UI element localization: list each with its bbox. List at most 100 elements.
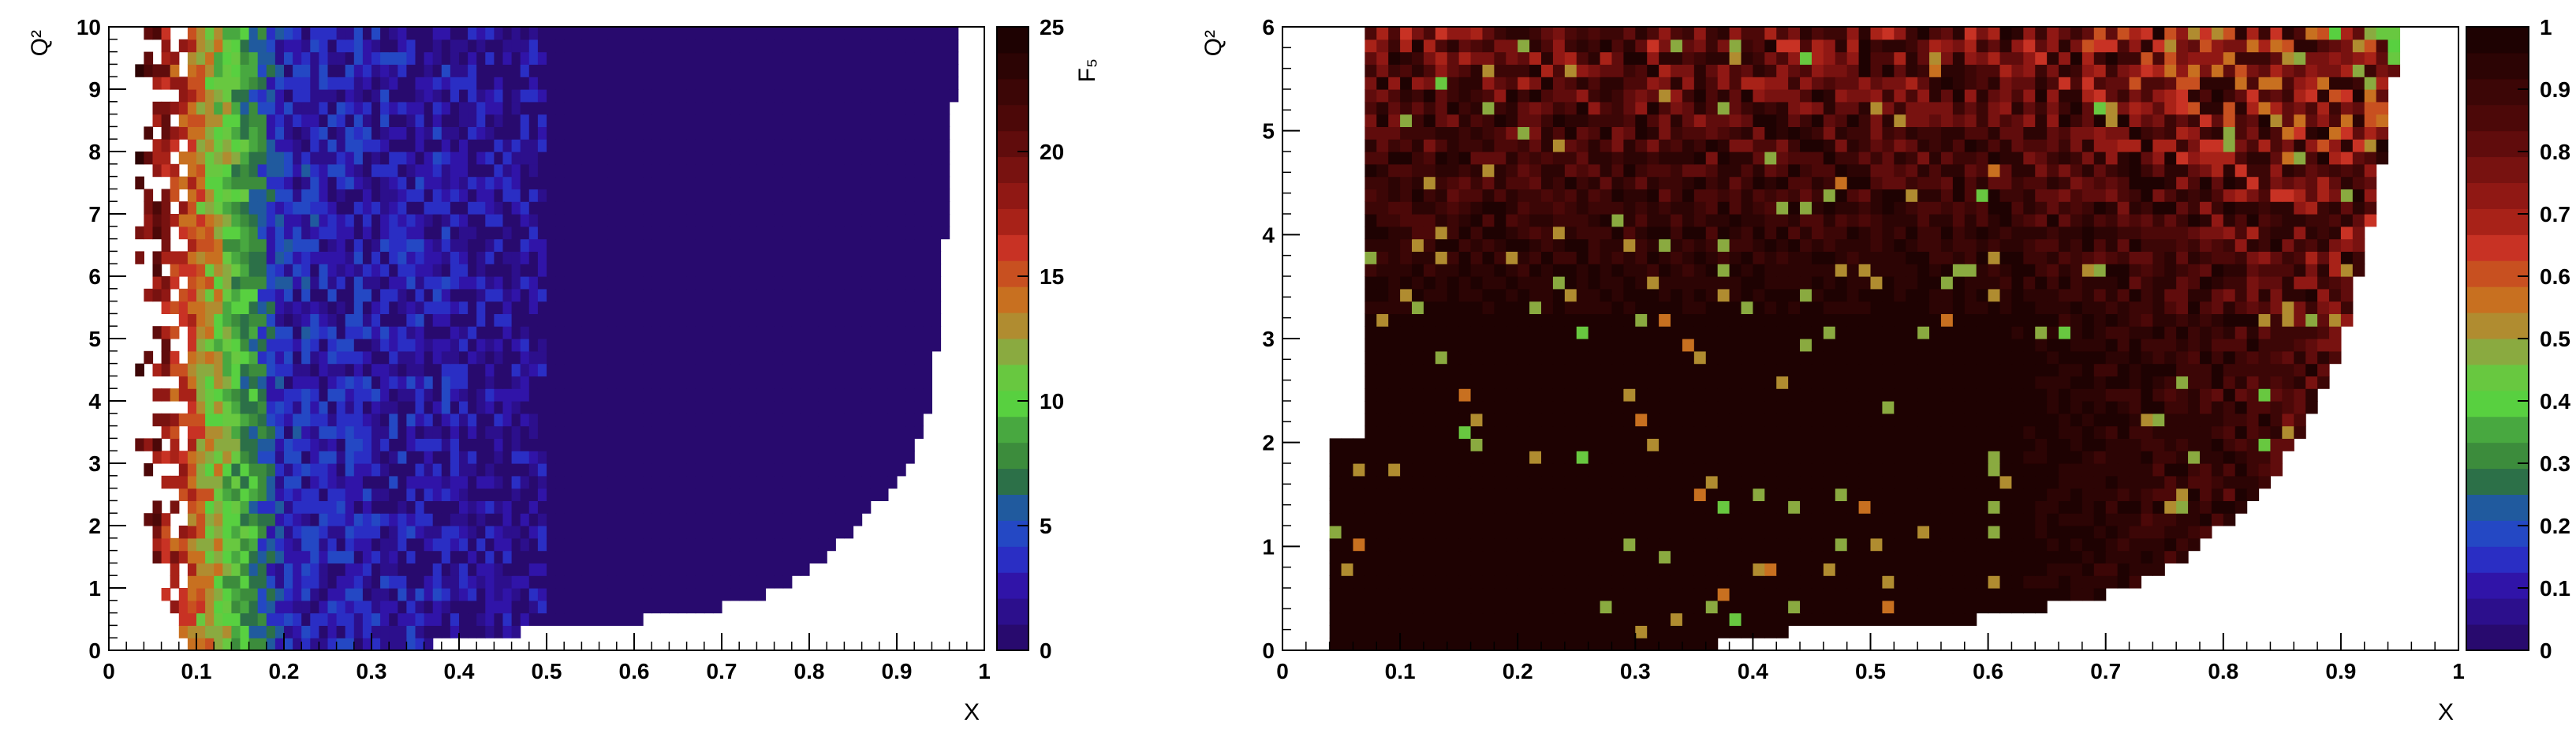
heatmap-cell xyxy=(669,139,679,152)
heatmap-cell xyxy=(284,214,293,227)
heatmap-cell xyxy=(284,238,293,252)
heatmap-cell xyxy=(581,500,592,514)
heatmap-cell xyxy=(712,176,722,189)
heatmap-cell xyxy=(284,64,293,77)
heatmap-cell xyxy=(406,612,416,626)
heatmap-cell xyxy=(293,413,302,427)
heatmap-cell xyxy=(380,475,390,489)
heatmap-cell xyxy=(257,301,267,314)
heatmap-cell xyxy=(835,363,845,376)
heatmap-cell xyxy=(581,550,592,563)
heatmap-cell xyxy=(345,226,355,240)
heatmap-cell xyxy=(669,201,679,215)
heatmap-cell xyxy=(739,588,749,601)
heatmap-cell xyxy=(835,301,845,314)
heatmap-cell xyxy=(809,326,819,339)
heatmap-cell xyxy=(564,550,573,563)
heatmap-cell xyxy=(415,64,425,77)
heatmap-cell xyxy=(678,313,688,327)
heatmap-cell xyxy=(712,488,722,501)
heatmap-cell xyxy=(1494,550,1506,563)
heatmap-cell xyxy=(240,77,250,90)
heatmap-cell xyxy=(1976,550,1989,563)
heatmap-cell xyxy=(415,563,425,576)
heatmap-cell xyxy=(274,588,285,601)
heatmap-cell xyxy=(861,126,872,140)
heatmap-cell xyxy=(607,189,618,202)
heatmap-cell xyxy=(800,326,810,339)
heatmap-cell xyxy=(205,339,215,352)
heatmap-cell xyxy=(827,264,836,277)
heatmap-cell xyxy=(135,438,144,451)
heatmap-cell xyxy=(748,176,757,189)
heatmap-cell xyxy=(1846,563,1860,576)
heatmap-cell xyxy=(835,27,845,40)
heatmap-cell xyxy=(879,152,889,165)
heatmap-cell xyxy=(398,201,407,215)
heatmap-cell xyxy=(310,64,319,77)
heatmap-cell xyxy=(861,463,872,477)
heatmap-cell xyxy=(161,537,171,552)
heatmap-cell xyxy=(861,401,872,414)
heatmap-cell xyxy=(643,64,652,77)
heatmap-cell xyxy=(1623,575,1636,589)
heatmap-cell xyxy=(353,638,364,651)
heatmap-cell xyxy=(940,152,950,165)
heatmap-cell xyxy=(634,475,644,489)
heatmap-cell xyxy=(870,27,880,40)
heatmap-cell xyxy=(214,301,223,314)
heatmap-cell xyxy=(494,550,504,563)
heatmap-cell xyxy=(406,139,416,152)
heatmap-cell xyxy=(178,363,189,376)
heatmap-cell xyxy=(327,264,338,277)
heatmap-cell xyxy=(879,475,889,489)
heatmap-cell xyxy=(1506,612,1518,626)
heatmap-cell xyxy=(827,451,836,464)
heatmap-cell xyxy=(581,388,592,402)
heatmap-cell xyxy=(1529,588,1542,601)
heatmap-cell xyxy=(573,339,582,352)
heatmap-cell xyxy=(748,313,757,327)
heatmap-cell xyxy=(380,463,390,477)
heatmap-cell xyxy=(257,163,267,178)
heatmap-cell xyxy=(196,139,206,152)
heatmap-cell xyxy=(319,513,329,526)
heatmap-cell xyxy=(380,363,390,376)
heatmap-cell xyxy=(293,189,302,202)
heatmap-cell xyxy=(389,638,398,651)
heatmap-cell xyxy=(669,550,679,563)
heatmap-cell xyxy=(450,51,460,65)
heatmap-cell xyxy=(353,189,364,202)
colorbar-swatch xyxy=(997,624,1029,651)
heatmap-cell xyxy=(468,438,477,451)
heatmap-cell xyxy=(887,126,898,140)
heatmap-cell xyxy=(398,176,407,189)
heatmap-cell xyxy=(485,526,495,539)
heatmap-cell xyxy=(765,575,775,589)
heatmap-cell xyxy=(756,139,767,152)
heatmap-cell xyxy=(144,513,154,526)
heatmap-cell xyxy=(1518,513,1530,526)
heatmap-cell xyxy=(362,625,372,638)
heatmap-cell xyxy=(1529,600,1542,614)
heatmap-cell xyxy=(712,226,722,240)
heatmap-cell xyxy=(765,101,775,115)
heatmap-cell xyxy=(800,339,810,352)
heatmap-cell xyxy=(564,226,573,240)
heatmap-cell xyxy=(748,251,757,264)
heatmap-cell xyxy=(389,413,398,427)
heatmap-cell xyxy=(248,226,259,240)
heatmap-cell xyxy=(398,550,407,563)
heatmap-cell xyxy=(756,51,767,65)
heatmap-cell xyxy=(722,575,731,589)
heatmap-cell xyxy=(1835,513,1848,526)
heatmap-cell xyxy=(284,201,293,215)
heatmap-cell xyxy=(1717,526,1730,539)
heatmap-cell xyxy=(187,77,197,90)
heatmap-cell xyxy=(520,139,530,152)
heatmap-cell xyxy=(634,264,644,277)
heatmap-cell xyxy=(502,214,513,227)
heatmap-cell xyxy=(511,301,521,314)
heatmap-cell xyxy=(459,475,469,489)
heatmap-cell xyxy=(573,363,582,376)
